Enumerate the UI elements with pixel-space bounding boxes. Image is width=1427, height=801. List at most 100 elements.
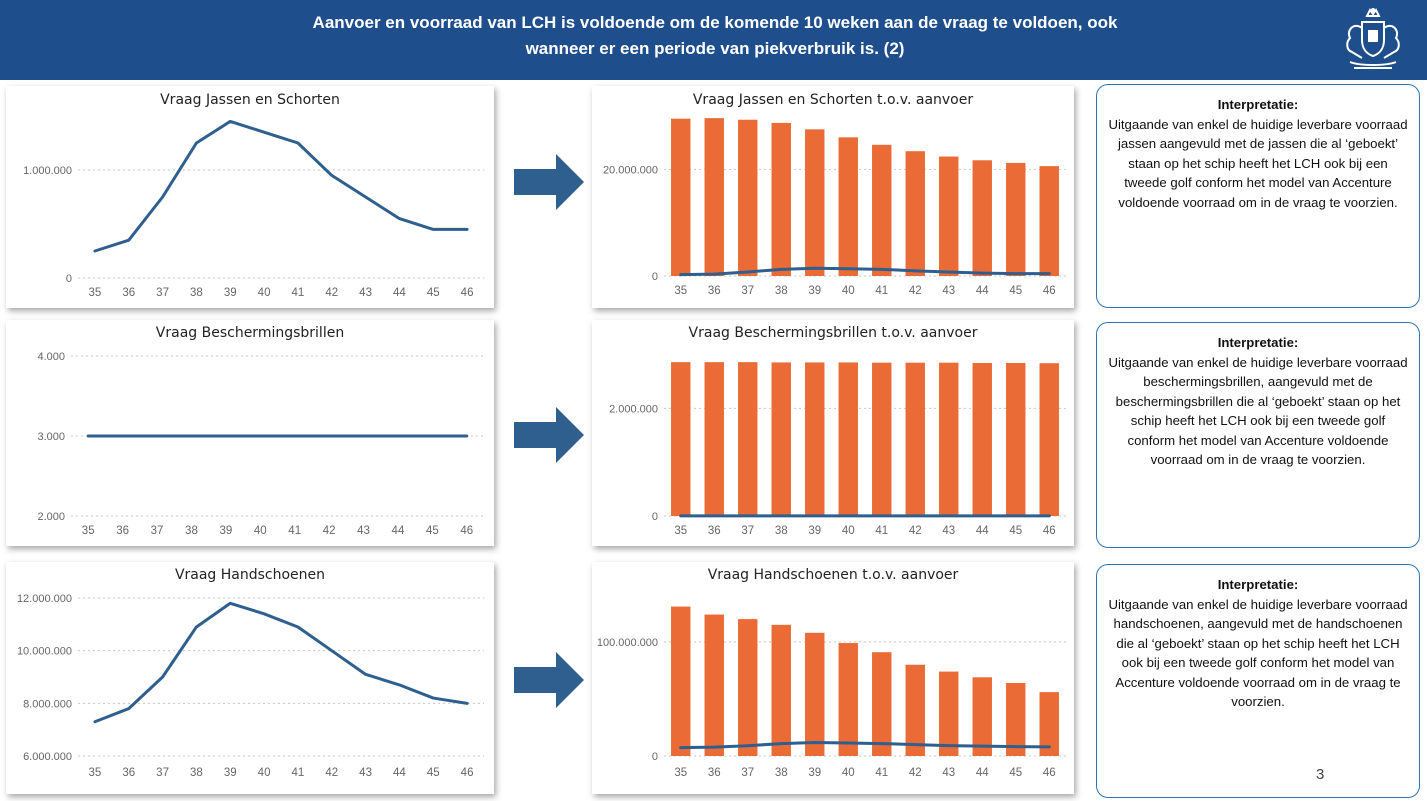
chart-title: Vraag Jassen en Schorten — [160, 92, 340, 108]
x-tick-label: 37 — [151, 525, 164, 537]
x-tick-label: 40 — [842, 285, 855, 297]
bar-aanvoer — [704, 614, 724, 756]
x-tick-label: 42 — [909, 285, 922, 297]
line-point — [195, 626, 198, 628]
x-tick-label: 36 — [708, 525, 721, 537]
x-tick-label: 37 — [156, 767, 169, 779]
royal-coat-of-arms-icon — [1346, 8, 1400, 69]
line-point — [161, 196, 164, 198]
x-tick-label: 43 — [942, 285, 955, 297]
x-tick-label: 46 — [461, 287, 474, 299]
x-tick-label: 40 — [842, 767, 855, 779]
x-tick-label: 44 — [976, 767, 989, 779]
bar-aanvoer — [704, 362, 724, 516]
x-tick-label: 35 — [89, 287, 102, 299]
line-point — [813, 515, 816, 517]
interpretation-heading: Interpretatie: — [1217, 577, 1299, 592]
line-point — [431, 435, 434, 437]
line-point — [947, 515, 950, 517]
line-point — [297, 142, 299, 144]
line-point — [398, 684, 401, 686]
line-point — [981, 272, 984, 274]
bar-aanvoer — [771, 122, 791, 276]
bar-aanvoer — [738, 119, 758, 276]
line-point — [297, 626, 299, 628]
x-tick-label: 35 — [89, 767, 102, 779]
line-vraag — [93, 601, 469, 724]
bar-aanvoer — [972, 362, 992, 516]
x-tick-label: 45 — [427, 287, 440, 299]
line-point — [713, 273, 716, 275]
line-point — [880, 515, 883, 517]
y-tick-label: 0 — [652, 511, 658, 523]
x-tick-label: 42 — [909, 525, 922, 537]
page-title: Aanvoer en voorraad van LCH is voldoende… — [312, 13, 1118, 58]
line-point — [127, 239, 130, 241]
x-tick-label: 43 — [942, 525, 955, 537]
x-tick-label: 44 — [393, 767, 406, 779]
chart-beschermingsbrillen-aanvoer: Vraag Beschermingsbrillen t.o.v. aanvoer… — [609, 325, 1066, 537]
line-point — [780, 742, 783, 745]
bar-aanvoer — [1039, 166, 1059, 276]
bar-aanvoer — [939, 671, 959, 756]
line-point — [847, 268, 850, 270]
x-tick-label: 46 — [1043, 525, 1056, 537]
bar-aanvoer — [671, 362, 691, 516]
bar-aanvoer — [872, 362, 892, 516]
x-tick-label: 43 — [357, 525, 370, 537]
line-point — [94, 720, 96, 723]
x-tick-label: 43 — [359, 287, 372, 299]
line-point — [746, 744, 749, 747]
x-tick-label: 40 — [258, 287, 271, 299]
bar-aanvoer — [905, 664, 925, 756]
line-point — [161, 676, 164, 678]
bar-aanvoer — [939, 362, 959, 516]
x-tick-label: 45 — [426, 525, 439, 537]
bar-aanvoer — [1039, 692, 1059, 756]
x-tick-label: 35 — [82, 525, 95, 537]
x-tick-label: 35 — [674, 285, 687, 297]
line-point — [746, 515, 749, 517]
x-tick-label: 37 — [741, 285, 754, 297]
interpretation-panel-brillen: Interpretatie: Uitgaande van enkel de hu… — [1096, 322, 1420, 548]
x-tick-label: 46 — [460, 525, 473, 537]
line-point — [466, 228, 468, 231]
line-point — [981, 515, 984, 517]
x-tick-label: 38 — [190, 767, 203, 779]
interpretation-text: Uitgaande van enkel de huidige leverbare… — [1108, 354, 1408, 468]
line-point — [328, 435, 330, 437]
line-point — [1014, 745, 1017, 748]
x-tick-label: 39 — [224, 767, 237, 779]
line-point — [466, 702, 468, 705]
y-tick-label: 100.000.000 — [597, 637, 658, 649]
x-tick-label: 46 — [1043, 767, 1056, 779]
chart-title: Vraag Beschermingsbrillen — [156, 325, 344, 341]
line-point — [679, 746, 682, 749]
interpretation-text: Uitgaande van enkel de huidige leverbare… — [1108, 596, 1408, 710]
chart-vraag-handschoenen: Vraag Handschoenen 6.000.000 8.000.000 10.0… — [17, 567, 484, 779]
line-point — [465, 435, 468, 437]
line-point — [229, 602, 232, 605]
line-point — [229, 120, 232, 123]
x-tick-label: 46 — [1043, 285, 1056, 297]
chart-title: Vraag Jassen en Schorten t.o.v. aanvoer — [693, 92, 974, 108]
interpretation-heading: Interpretatie: — [1217, 335, 1299, 350]
interpretation-heading: Interpretatie: — [1217, 97, 1299, 112]
y-tick-label: 2.000 — [37, 511, 65, 523]
x-tick-label: 42 — [325, 767, 338, 779]
line-point — [746, 271, 749, 273]
line-point — [364, 673, 367, 676]
line-point — [847, 742, 850, 744]
bar-aanvoer — [838, 137, 858, 276]
line-point — [780, 515, 783, 517]
line-point — [679, 515, 682, 517]
x-tick-label: 43 — [942, 767, 955, 779]
line-point — [263, 613, 265, 615]
line-point — [293, 435, 296, 437]
y-tick-label: 8.000.000 — [23, 698, 72, 710]
chart-card-jassen-aanvoer: Vraag Jassen en Schorten t.o.v. aanvoer 0… — [592, 86, 1074, 308]
x-tick-label: 35 — [674, 525, 687, 537]
line-point — [432, 697, 435, 699]
line-point — [914, 743, 917, 746]
line-point — [1048, 272, 1051, 275]
